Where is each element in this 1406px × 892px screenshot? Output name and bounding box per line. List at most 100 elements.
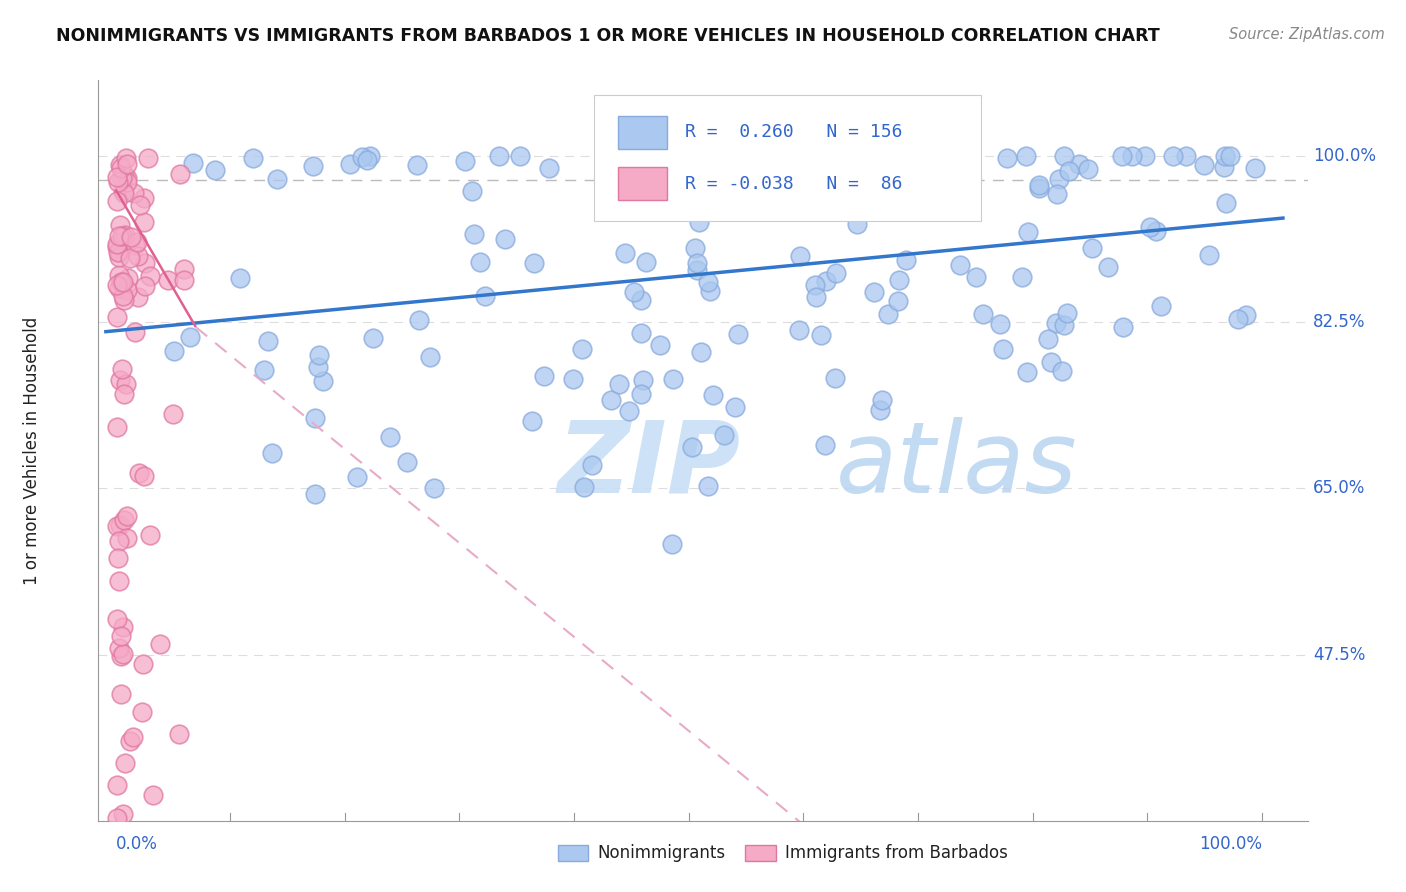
Point xyxy=(112,168,135,182)
Point xyxy=(747,160,769,174)
Point xyxy=(120,230,142,244)
Point xyxy=(815,274,838,288)
Point xyxy=(1045,317,1067,331)
Point xyxy=(108,268,131,282)
Point xyxy=(204,162,226,177)
Point xyxy=(359,149,381,163)
Point xyxy=(681,440,703,454)
Point xyxy=(242,151,264,165)
Point xyxy=(630,326,652,340)
Point xyxy=(307,360,329,375)
Point xyxy=(105,420,128,434)
Point xyxy=(814,438,837,452)
Text: 0.0%: 0.0% xyxy=(115,835,157,853)
Point xyxy=(173,272,195,286)
Point xyxy=(114,377,136,392)
Point xyxy=(461,185,484,199)
Point xyxy=(110,687,132,701)
Point xyxy=(108,373,131,387)
Point xyxy=(111,275,134,289)
Point xyxy=(824,371,846,385)
Text: NONIMMIGRANTS VS IMMIGRANTS FROM BARBADOS 1 OR MORE VEHICLES IN HOUSEHOLD CORREL: NONIMMIGRANTS VS IMMIGRANTS FROM BARBADO… xyxy=(56,27,1160,45)
Point xyxy=(105,169,128,184)
Point xyxy=(124,325,146,339)
Point xyxy=(1053,318,1076,333)
Point xyxy=(661,537,683,551)
Point xyxy=(406,158,429,172)
Point xyxy=(142,788,165,802)
Point xyxy=(1198,248,1220,262)
Point xyxy=(112,620,135,634)
Point xyxy=(115,157,138,171)
Point xyxy=(111,229,134,244)
Point xyxy=(132,468,155,483)
Point xyxy=(959,162,981,177)
Point xyxy=(787,161,810,175)
Point xyxy=(887,293,910,308)
Point xyxy=(853,198,876,212)
Point xyxy=(1015,365,1038,379)
Point xyxy=(112,293,135,307)
Point xyxy=(965,270,987,285)
Point xyxy=(696,479,718,493)
Point xyxy=(952,150,974,164)
Point xyxy=(257,334,280,349)
Point xyxy=(179,330,201,344)
Point xyxy=(108,280,131,294)
Point xyxy=(350,150,373,164)
Point xyxy=(623,285,645,299)
Point xyxy=(806,290,828,304)
Point xyxy=(991,343,1014,357)
Text: R =  0.260   N = 156: R = 0.260 N = 156 xyxy=(685,123,903,142)
Point xyxy=(972,307,994,321)
Point xyxy=(488,149,510,163)
Point xyxy=(1213,149,1236,163)
Point xyxy=(121,730,143,744)
Point xyxy=(105,194,128,208)
Text: 47.5%: 47.5% xyxy=(1313,646,1365,664)
Point xyxy=(356,153,378,167)
Text: ZIP: ZIP xyxy=(558,417,741,514)
Point xyxy=(111,807,134,822)
Point xyxy=(645,156,668,170)
Point xyxy=(877,307,900,321)
Point xyxy=(533,369,555,384)
Point xyxy=(117,170,139,185)
Point xyxy=(1234,308,1257,322)
Point xyxy=(630,387,652,401)
Point xyxy=(778,149,800,163)
Point xyxy=(111,362,134,376)
Text: 82.5%: 82.5% xyxy=(1313,313,1365,331)
Point xyxy=(115,283,138,297)
Point xyxy=(631,373,654,387)
Point xyxy=(814,161,837,175)
Point xyxy=(149,637,172,651)
Point xyxy=(509,149,531,163)
Point xyxy=(163,344,186,359)
Point xyxy=(1112,319,1135,334)
Point xyxy=(107,244,129,259)
Point xyxy=(903,195,925,210)
Point xyxy=(688,215,710,229)
Point xyxy=(1194,158,1216,172)
Point xyxy=(904,149,927,163)
Point xyxy=(253,363,276,377)
Point xyxy=(1053,149,1076,163)
Point xyxy=(304,487,326,501)
Point xyxy=(1111,149,1133,163)
Point xyxy=(1028,178,1050,192)
Point xyxy=(107,229,129,244)
Point xyxy=(134,279,156,293)
Point xyxy=(114,227,136,242)
Point xyxy=(648,338,671,352)
Point xyxy=(304,410,326,425)
Point xyxy=(600,393,623,408)
Point xyxy=(685,256,707,270)
Point xyxy=(105,778,128,792)
Point xyxy=(1056,306,1078,320)
Bar xyxy=(558,845,588,862)
Point xyxy=(312,375,335,389)
Point xyxy=(127,290,149,304)
Point xyxy=(120,251,142,265)
Point xyxy=(181,156,204,170)
